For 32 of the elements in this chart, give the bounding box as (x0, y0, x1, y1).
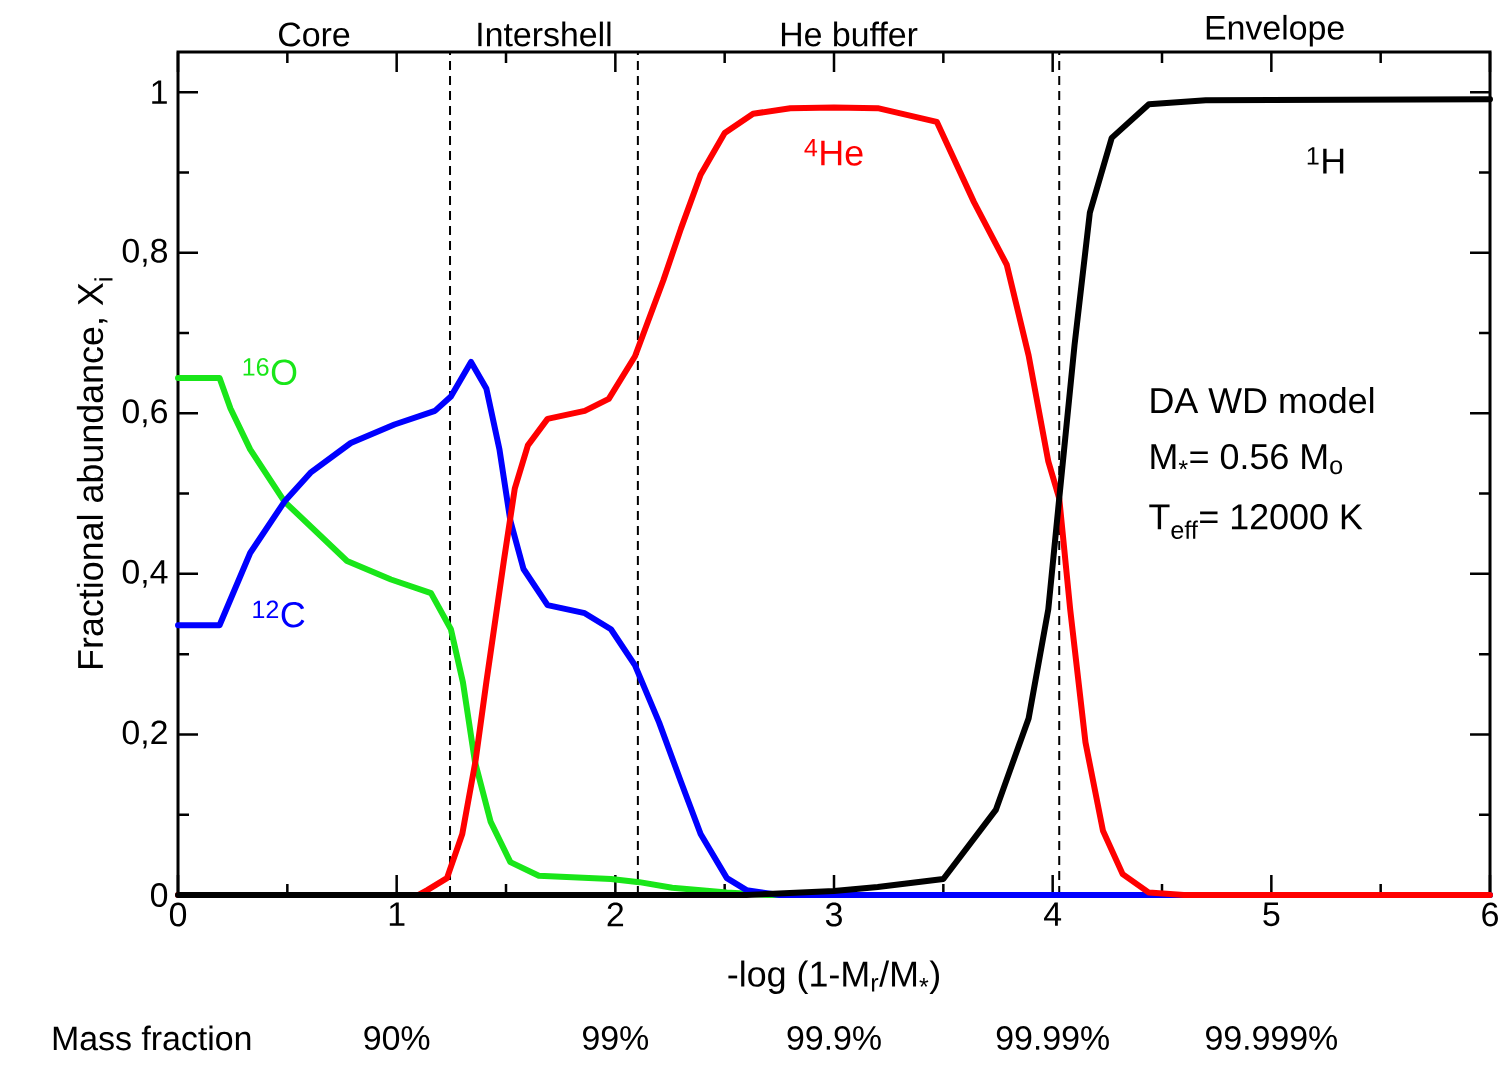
x-tick-label: 3 (825, 902, 842, 927)
series-label: $^{1}$H (1307, 147, 1344, 174)
x-tick-label: 5 (1263, 902, 1280, 927)
text: Mass fraction (53, 1025, 251, 1051)
y-tick-label: 0 (150, 883, 168, 907)
text: 99.99% (996, 1026, 1109, 1050)
x-axis-title: -log (1-M$_{r}$/M$_{*}$) (728, 960, 939, 994)
annotation: T$_{eff}$= 12000 K (1149, 504, 1363, 540)
text: 99.9% (787, 1026, 881, 1050)
text: 99% (583, 1026, 649, 1050)
series-label: $^{4}$He (804, 139, 863, 166)
y-tick-label: 0,8 (122, 238, 168, 267)
x-tick-label: 6 (1482, 902, 1498, 927)
text: Core (279, 22, 350, 47)
series-label: $^{12}$C (253, 600, 305, 628)
annotation: M$_{*}$= 0.56 M$_{o}$ (1151, 443, 1343, 475)
y-tick-label: 0,4 (122, 559, 168, 588)
y-tick-label: 0,6 (122, 399, 167, 428)
x-tick-label: 0 (169, 902, 187, 927)
annotation: DA WD model (1151, 386, 1374, 414)
y-axis-title: Fractional abundance, X$_{i}$ (76, 278, 113, 668)
x-tick-label: 2 (607, 902, 624, 927)
series-label: $^{16}$O (243, 358, 297, 385)
text: He buffer (781, 21, 918, 47)
x-tick-label: 1 (389, 902, 405, 926)
text: 99.999% (1206, 1026, 1337, 1050)
text: Intershell (478, 21, 611, 47)
y-tick-label: 1 (152, 80, 167, 104)
text: 90% (364, 1026, 430, 1050)
x-tick-label: 4 (1044, 902, 1062, 926)
y-tick-label: 0,2 (122, 720, 167, 749)
text: Envelope (1206, 14, 1344, 47)
